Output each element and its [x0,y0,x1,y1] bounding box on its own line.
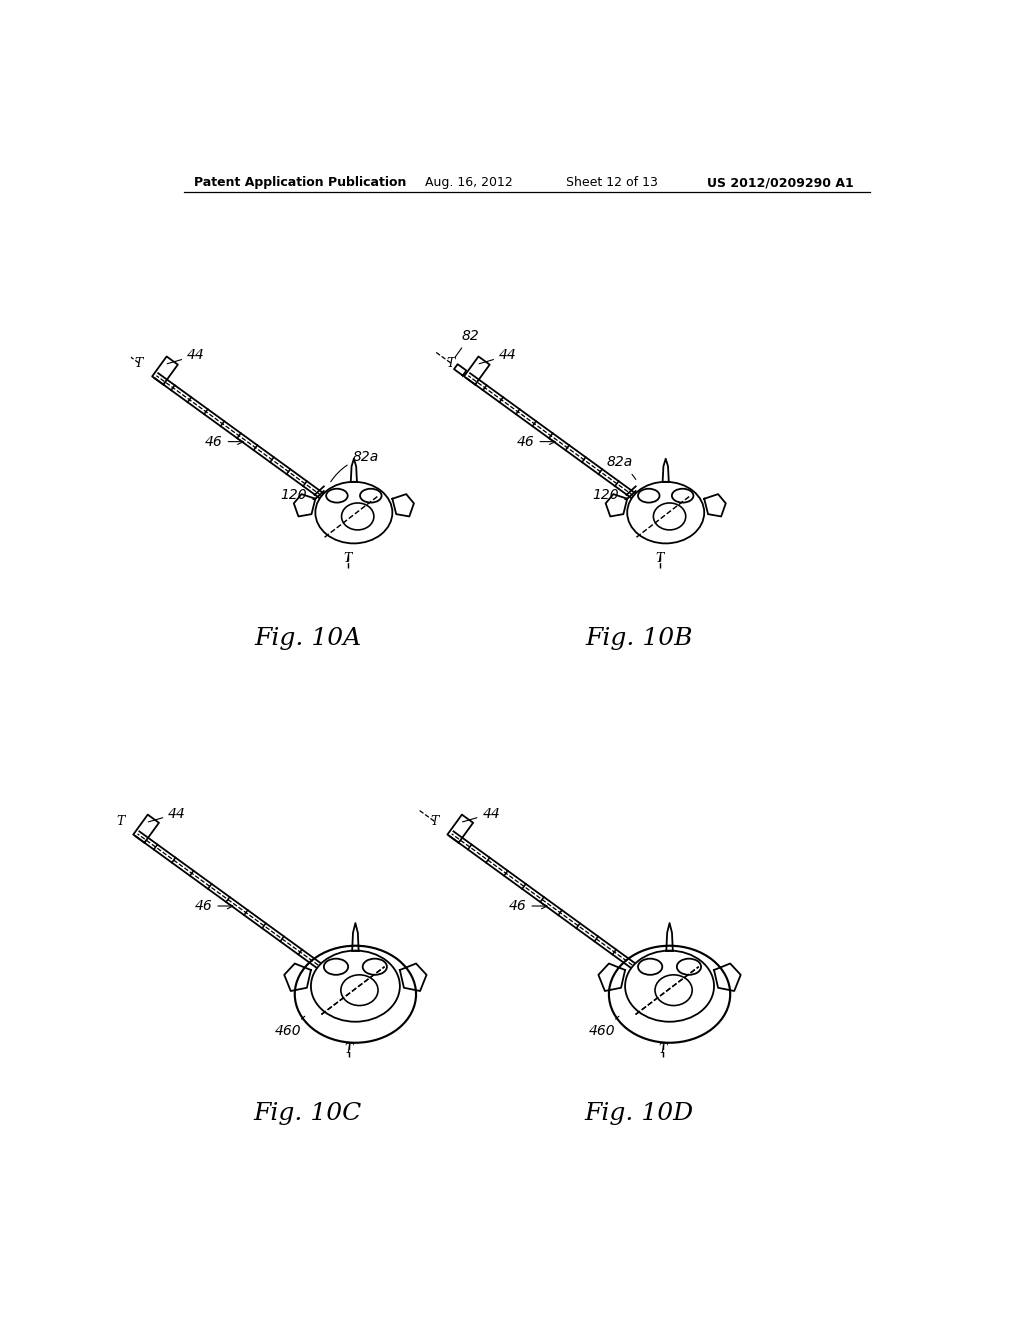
Text: Fig. 10B: Fig. 10B [585,627,692,649]
Text: 460: 460 [274,1016,305,1038]
Text: 44: 44 [167,348,205,364]
Text: T: T [343,552,352,565]
Text: 44: 44 [479,348,517,364]
Text: 120: 120 [281,488,314,502]
Text: Fig. 10D: Fig. 10D [585,1102,693,1125]
Text: Fig. 10C: Fig. 10C [254,1102,361,1125]
Text: Fig. 10A: Fig. 10A [254,627,361,649]
Text: Patent Application Publication: Patent Application Publication [194,176,407,189]
Text: US 2012/0209290 A1: US 2012/0209290 A1 [707,176,853,189]
Text: 460: 460 [589,1016,618,1038]
Text: T: T [658,1043,668,1056]
Text: 46: 46 [517,434,555,449]
Text: 46: 46 [195,899,232,913]
Text: T: T [345,1043,353,1056]
Text: T: T [135,356,143,370]
Text: 82a: 82a [606,455,636,479]
Text: T: T [446,356,455,370]
Text: 120: 120 [593,488,626,502]
Text: T: T [430,814,438,828]
Text: 82a: 82a [331,450,379,482]
Text: T: T [116,814,124,828]
Text: 44: 44 [148,807,186,822]
Text: Sheet 12 of 13: Sheet 12 of 13 [566,176,658,189]
Text: Aug. 16, 2012: Aug. 16, 2012 [425,176,513,189]
Text: 46: 46 [509,899,547,913]
Text: 44: 44 [463,807,500,822]
Text: 82: 82 [456,329,479,356]
Text: T: T [655,552,664,565]
Text: 46: 46 [205,434,244,449]
